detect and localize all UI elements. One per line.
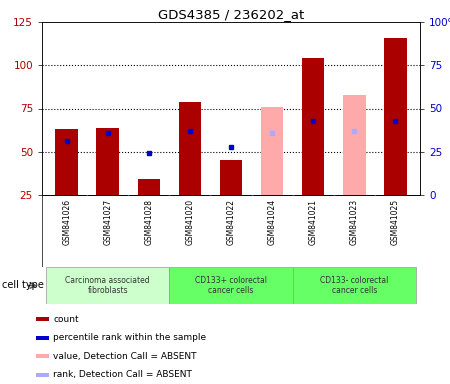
Bar [292, 267, 416, 304]
Bar [46, 267, 169, 304]
Text: GSM841025: GSM841025 [391, 199, 400, 245]
Bar [261, 107, 284, 195]
Bar [36, 354, 50, 359]
Bar [36, 372, 50, 377]
Text: count: count [54, 315, 79, 324]
Text: GSM841026: GSM841026 [62, 199, 71, 245]
Text: GSM841028: GSM841028 [144, 199, 153, 245]
Bar [179, 102, 201, 195]
Bar [138, 179, 160, 195]
Bar [169, 267, 292, 304]
Bar [36, 336, 50, 340]
Bar [384, 38, 407, 195]
Bar [36, 317, 50, 321]
Text: Carcinoma associated
fibroblasts: Carcinoma associated fibroblasts [65, 276, 150, 295]
Text: percentile rank within the sample: percentile rank within the sample [54, 333, 207, 342]
Text: CD133+ colorectal
cancer cells: CD133+ colorectal cancer cells [195, 276, 267, 295]
Text: GSM841023: GSM841023 [350, 199, 359, 245]
Text: cell type: cell type [2, 280, 44, 291]
Bar [343, 95, 365, 195]
Text: GSM841020: GSM841020 [185, 199, 194, 245]
Bar [55, 129, 78, 195]
Bar [96, 127, 119, 195]
Text: GSM841024: GSM841024 [268, 199, 277, 245]
Text: value, Detection Call = ABSENT: value, Detection Call = ABSENT [54, 352, 197, 361]
Bar [220, 161, 242, 195]
Text: CD133- colorectal
cancer cells: CD133- colorectal cancer cells [320, 276, 388, 295]
Title: GDS4385 / 236202_at: GDS4385 / 236202_at [158, 8, 304, 21]
Bar [302, 58, 324, 195]
Text: rank, Detection Call = ABSENT: rank, Detection Call = ABSENT [54, 370, 192, 379]
Text: GSM841022: GSM841022 [226, 199, 235, 245]
Text: GSM841027: GSM841027 [103, 199, 112, 245]
Text: GSM841021: GSM841021 [309, 199, 318, 245]
